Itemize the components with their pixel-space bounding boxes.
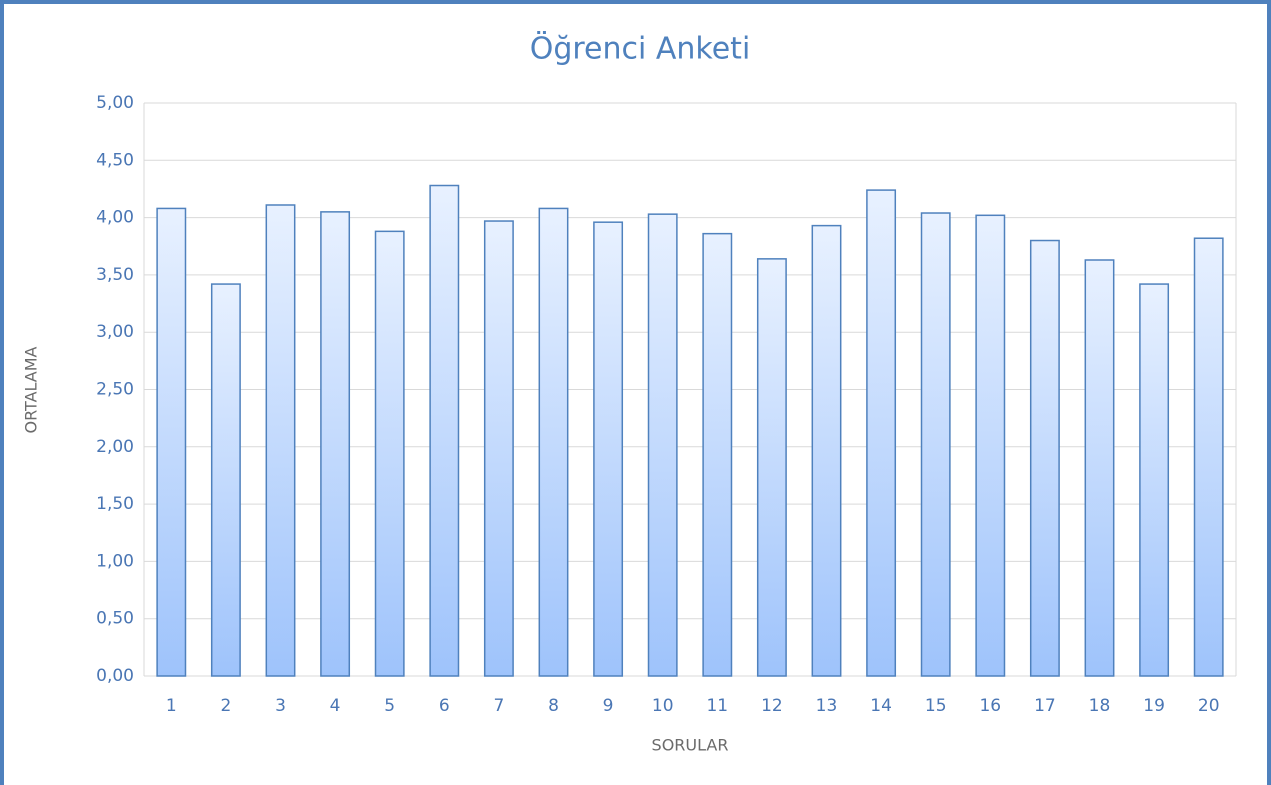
x-tick-label: 20 (1198, 696, 1220, 716)
y-tick-label: 2,50 (96, 380, 134, 400)
y-tick-label: 4,50 (96, 150, 134, 170)
bar (265, 204, 296, 677)
x-tick-label: 3 (275, 696, 286, 716)
x-tick-label: 7 (493, 696, 504, 716)
bar (320, 211, 351, 677)
y-tick-label: 3,00 (96, 322, 134, 342)
y-tick-label: 1,00 (96, 551, 134, 571)
bar (1029, 239, 1060, 677)
y-tick-label: 3,50 (96, 265, 134, 285)
x-tick-label: 19 (1143, 696, 1165, 716)
x-axis-title: SORULAR (652, 736, 729, 755)
bar (920, 212, 951, 677)
y-tick-label: 5,00 (96, 93, 134, 113)
x-tick-label: 12 (761, 696, 783, 716)
bar (756, 258, 787, 677)
y-tick-label: 1,50 (96, 494, 134, 514)
bar (1084, 259, 1115, 677)
y-tick-label: 4,00 (96, 208, 134, 228)
chart-title: Öğrenci Anketi (530, 31, 751, 67)
y-tick-label: 2,00 (96, 437, 134, 457)
x-tick-label: 17 (1034, 696, 1056, 716)
bar (811, 224, 842, 677)
bar (593, 221, 624, 677)
x-tick-label: 15 (925, 696, 947, 716)
y-tick-label: 0,00 (96, 666, 134, 686)
x-tick-label: 8 (548, 696, 559, 716)
bar (702, 232, 733, 677)
bar (975, 214, 1006, 677)
x-tick-label: 14 (870, 696, 892, 716)
x-tick-label: 4 (330, 696, 341, 716)
x-tick-label: 5 (384, 696, 395, 716)
x-tick-label: 1 (166, 696, 177, 716)
x-tick-label: 2 (220, 696, 231, 716)
bar (1193, 237, 1224, 677)
bar (866, 189, 897, 677)
bar (483, 220, 514, 677)
bar (374, 230, 405, 677)
x-tick-label: 9 (603, 696, 614, 716)
x-tick-label: 11 (706, 696, 728, 716)
bar (1139, 283, 1170, 677)
x-tick-label: 6 (439, 696, 450, 716)
x-tick-label: 16 (979, 696, 1001, 716)
x-tick-label: 10 (652, 696, 674, 716)
x-tick-label: 13 (816, 696, 838, 716)
x-tick-label: 18 (1089, 696, 1111, 716)
y-axis-title: ORTALAMA (22, 346, 41, 433)
bar (210, 283, 241, 677)
bar (429, 184, 460, 677)
bar (647, 213, 678, 677)
bar (538, 207, 569, 677)
bar (156, 207, 187, 677)
y-tick-label: 0,50 (96, 609, 134, 629)
